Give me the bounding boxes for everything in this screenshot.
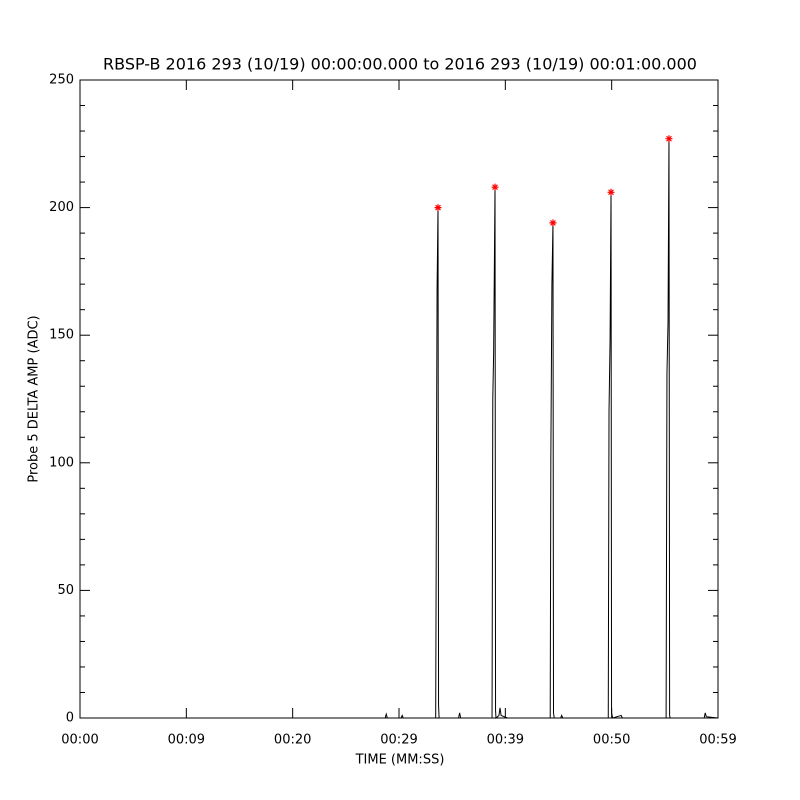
y-tick-label: 0: [66, 711, 74, 726]
y-axis-label: Probe 5 DELTA AMP (ADC): [27, 315, 42, 482]
peak-marker: [665, 135, 673, 143]
chart-title: RBSP-B 2016 293 (10/19) 00:00:00.000 to …: [103, 55, 697, 74]
y-tick-label: 250: [49, 73, 74, 88]
y-tick-label: 150: [49, 328, 74, 343]
peak-marker: [434, 204, 442, 212]
y-tick-label: 100: [49, 455, 74, 470]
x-tick-label: 00:00: [61, 733, 98, 748]
signal-line: [80, 138, 719, 720]
x-tick-label: 00:09: [168, 733, 205, 748]
plot-frame: [79, 79, 719, 719]
y-tick-label: 50: [57, 583, 74, 598]
x-tick-label: 00:59: [699, 733, 736, 748]
peak-marker: [491, 183, 499, 191]
peak-marker: [607, 188, 615, 196]
x-tick-label: 00:39: [487, 733, 524, 748]
x-tick-label: 00:20: [274, 733, 311, 748]
peak-marker: [549, 219, 557, 227]
y-tick-label: 200: [49, 200, 74, 215]
x-tick-label: 00:50: [593, 733, 630, 748]
x-axis-label: TIME (MM:SS): [355, 753, 445, 768]
x-tick-label: 00:29: [380, 733, 417, 748]
